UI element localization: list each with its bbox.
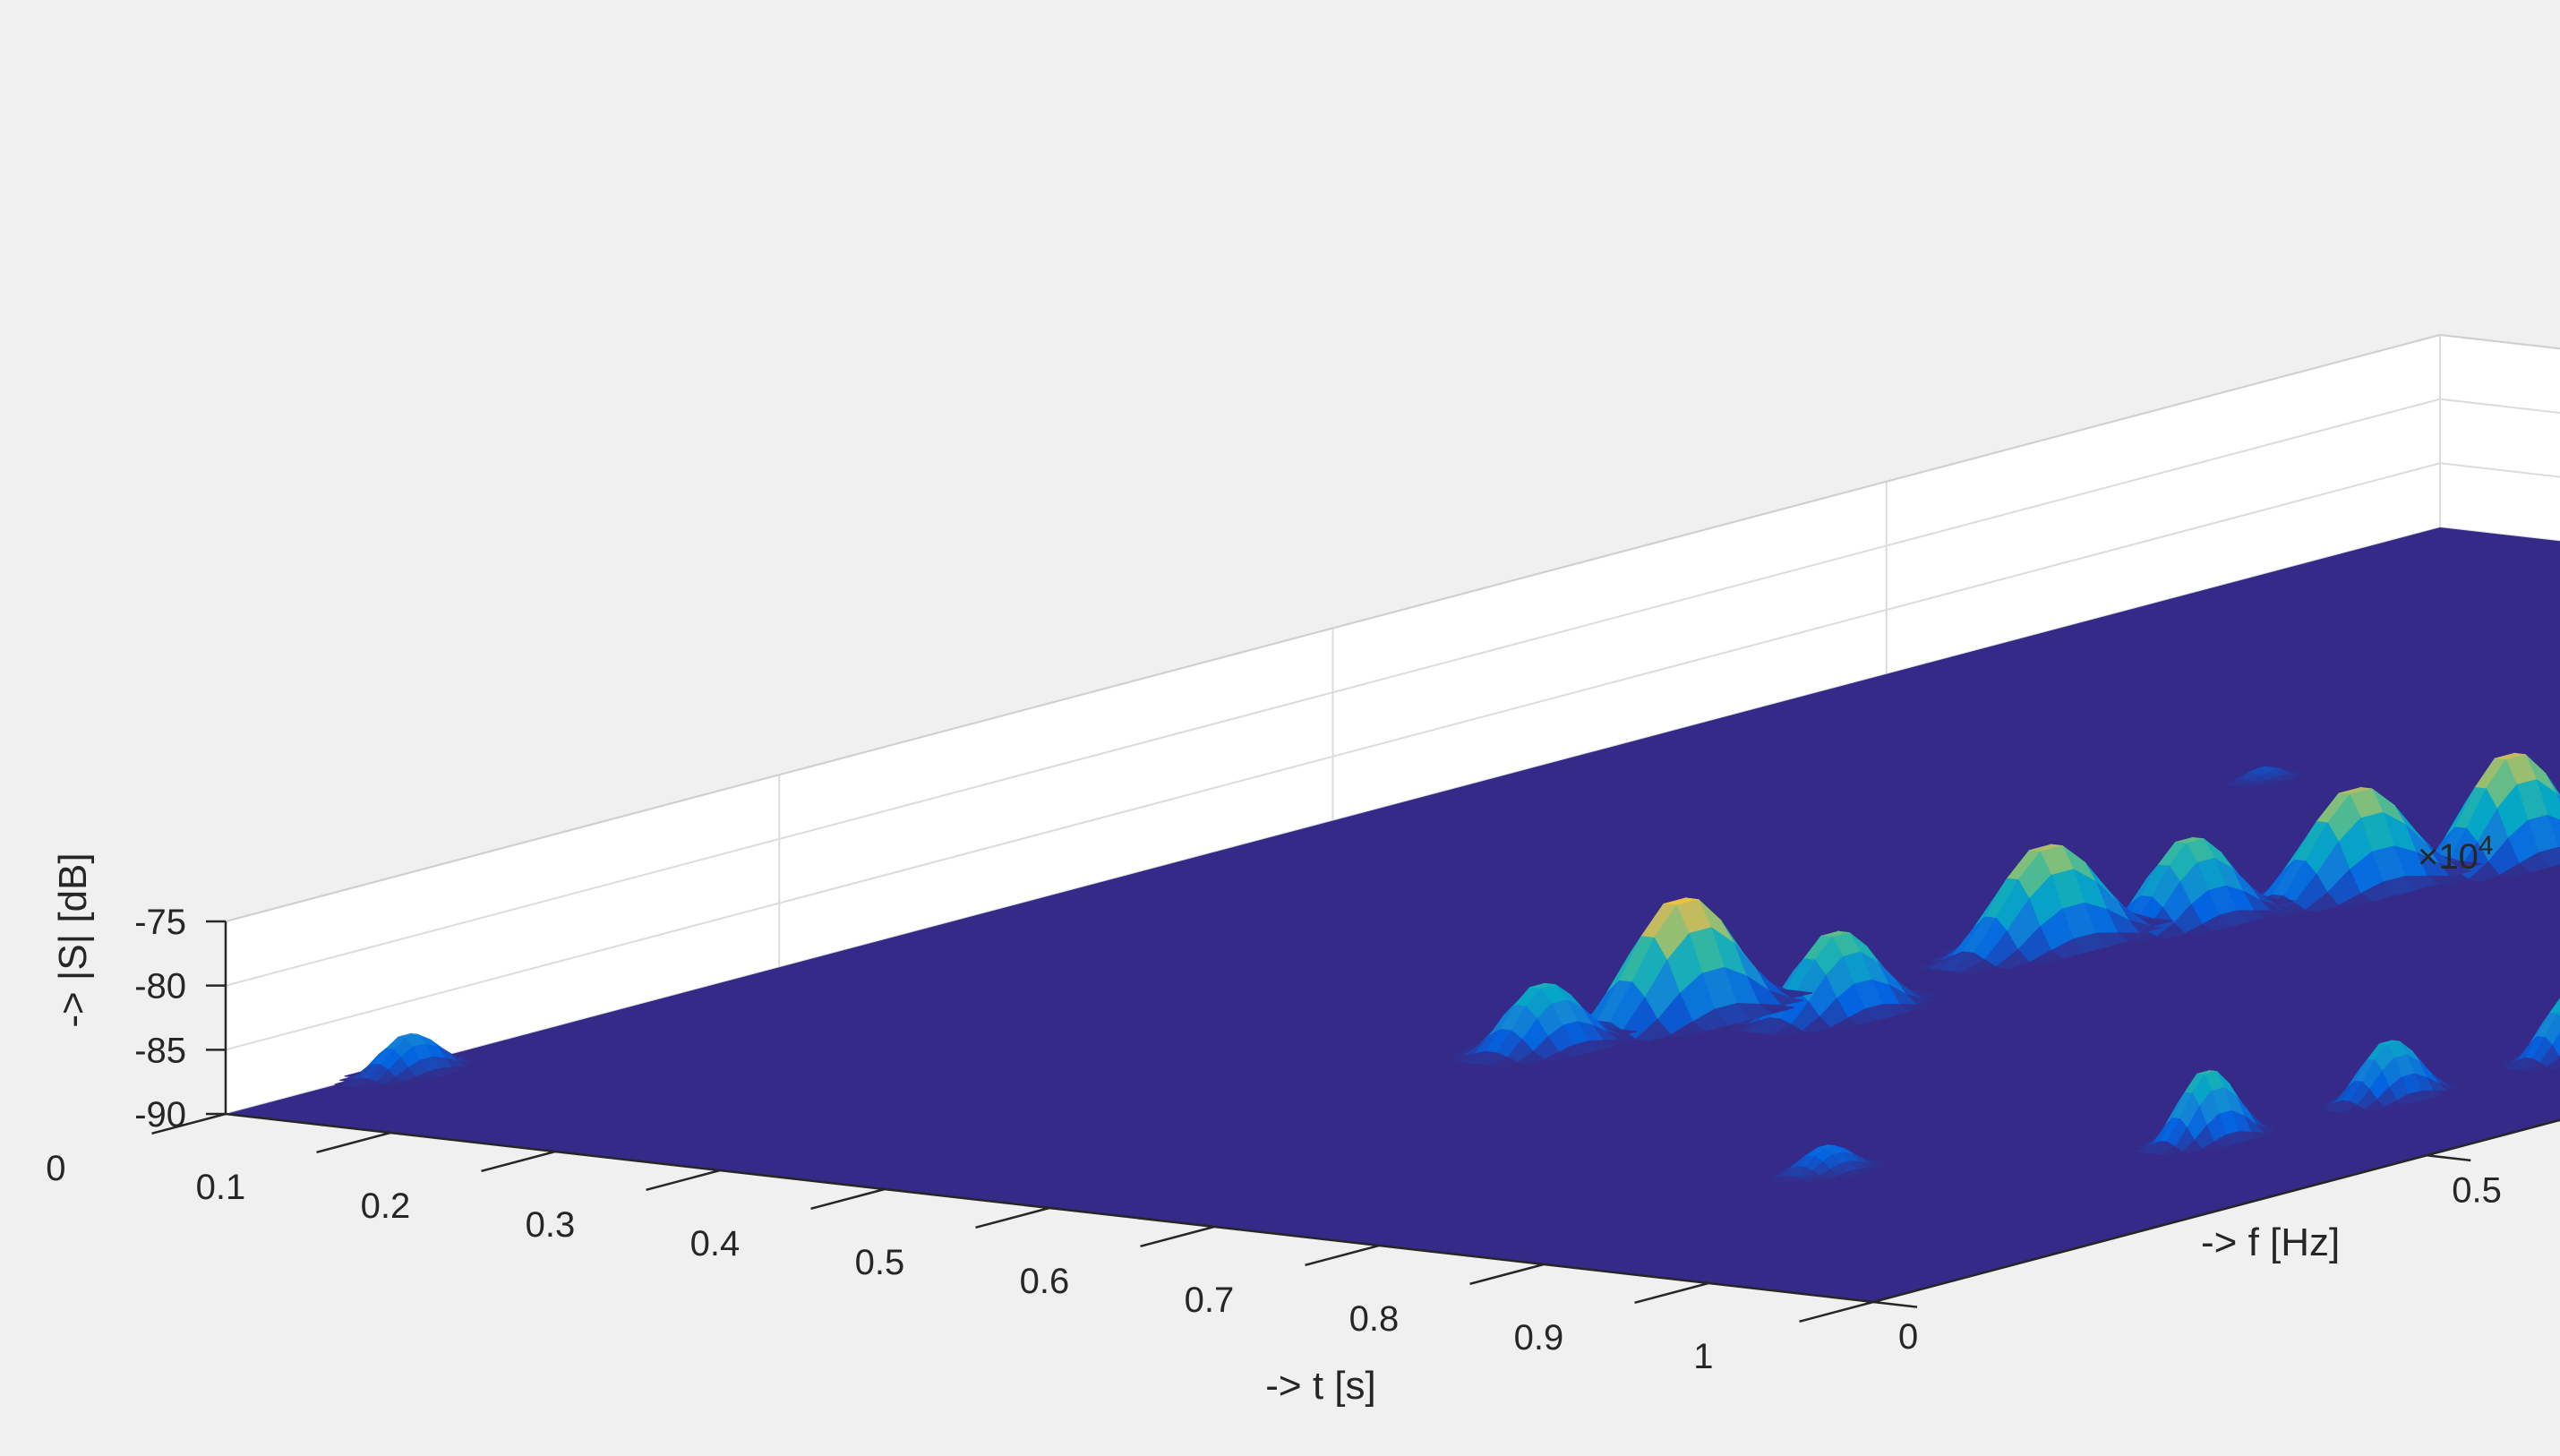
y-tick-label: 0.5: [2452, 1170, 2502, 1210]
z-tick-label: -90: [134, 1095, 186, 1135]
x-tick-label: 0: [46, 1149, 65, 1188]
surface-facet: [2546, 1056, 2560, 1070]
surface-facet: [1669, 1021, 1707, 1038]
surface-facet: [2278, 779, 2294, 784]
surface-facet: [2383, 1100, 2406, 1109]
surface-facet: [2556, 1009, 2560, 1020]
surface-peak: [2133, 1069, 2282, 1156]
surface-peak: [1549, 897, 1813, 1047]
surface-facet: [2258, 780, 2273, 788]
surface-peak: [2498, 998, 2560, 1072]
y-axis-label: -> f [Hz]: [2201, 1220, 2340, 1264]
surface-facet: [1491, 1057, 1520, 1067]
z-axis-label: -> |S| [dB]: [51, 852, 95, 1027]
surface-peak: [1918, 844, 2173, 974]
surface-facet: [2363, 1099, 2385, 1112]
surface-facet: [1828, 1017, 1861, 1031]
x-tick-label: 0.3: [526, 1205, 576, 1245]
x-tick-label: 0.9: [1514, 1318, 1564, 1358]
surface-facet: [1517, 1050, 1545, 1065]
surface-facet: [1772, 1023, 1804, 1037]
surface-facet: [2027, 950, 2064, 965]
z-tick-label: -80: [134, 967, 186, 1006]
x-tick: [151, 1112, 227, 1135]
y-tick: [1872, 1300, 1918, 1308]
y-axis-line: [1872, 1118, 2560, 1304]
surface-facet: [2161, 1146, 2184, 1156]
surface-facet: [381, 1076, 405, 1087]
y-tick-label: 0: [1898, 1317, 1918, 1357]
back-pane-t: [2440, 335, 2560, 542]
surface-facet: [1543, 1051, 1571, 1062]
x-tick-label: 0.8: [1349, 1299, 1400, 1339]
y-axis-exponent-base: ×10: [2418, 837, 2479, 877]
x-tick: [1305, 1244, 1380, 1267]
box-edge: [225, 334, 2441, 922]
x-tick: [481, 1150, 556, 1173]
surface-facet: [401, 1076, 424, 1084]
surface-facet: [1784, 1177, 1804, 1185]
x-tick: [810, 1187, 886, 1211]
axis-tick-labels: 00.10.20.30.40.50.60.70.80.9100.511.52-7…: [46, 903, 2502, 1376]
y-axis-exponent-power: 4: [2479, 831, 2494, 861]
surface-facet: [1809, 1176, 1829, 1184]
x-tick: [1140, 1225, 1215, 1248]
surface-facet: [2183, 923, 2214, 937]
surface-facet: [1836, 1171, 1856, 1179]
surface-facet: [2304, 892, 2340, 912]
x-tick: [1469, 1263, 1545, 1286]
surface-facet: [2245, 782, 2261, 790]
surface-facet: [1801, 1016, 1832, 1033]
z-tick-label: -85: [134, 1031, 186, 1070]
surface-facet: [2526, 1062, 2548, 1072]
surface-peak: [334, 1032, 483, 1090]
y-tick: [2427, 1154, 2471, 1162]
x-tick-label: 0.6: [1020, 1262, 1070, 1301]
surface-peak: [1766, 1144, 1887, 1185]
surface-peak: [2316, 1040, 2464, 1114]
axis-ticks: [151, 920, 2560, 1323]
surface-facet: [2200, 1141, 2223, 1152]
x-tick-label: 0.7: [1185, 1280, 1235, 1320]
surface-facet: [2155, 922, 2187, 939]
x-tick-label: 1: [1693, 1337, 1713, 1376]
surface-facet: [2467, 861, 2501, 882]
surface-peak: [1448, 982, 1637, 1067]
grid-line-z: [225, 462, 2560, 1051]
x-tick: [316, 1131, 391, 1154]
x-tick: [975, 1206, 1050, 1229]
surface-peak: [2228, 786, 2483, 918]
x-tick-label: 0.5: [855, 1243, 905, 1282]
surface-facet: [1961, 959, 1998, 974]
x-tick: [646, 1169, 721, 1192]
z-tick-label: -75: [134, 903, 186, 942]
x-tick-label: 0.2: [361, 1186, 411, 1226]
surface-facet: [2226, 784, 2243, 790]
surface-facet: [2181, 1139, 2203, 1154]
x-tick: [1634, 1281, 1709, 1305]
surface-facet: [1634, 1018, 1672, 1042]
surface-peak: [2224, 766, 2304, 790]
x-axis-label: -> t [s]: [1265, 1364, 1375, 1408]
surface-facet: [2343, 1105, 2367, 1114]
x-tick: [1799, 1300, 1874, 1323]
surface: [226, 527, 2560, 1302]
y-axis-exponent: ×104: [2418, 831, 2494, 877]
x-tick-label: 0.4: [690, 1224, 741, 1263]
surface-floor: [226, 527, 2560, 1302]
grid-line-z: [225, 398, 2560, 987]
surface-facet: [362, 1081, 385, 1090]
surface-facet: [2497, 862, 2531, 878]
surface-facet: [2337, 893, 2373, 908]
x-tick-label: 0.1: [196, 1168, 246, 1207]
surface-facet: [1994, 948, 2030, 970]
